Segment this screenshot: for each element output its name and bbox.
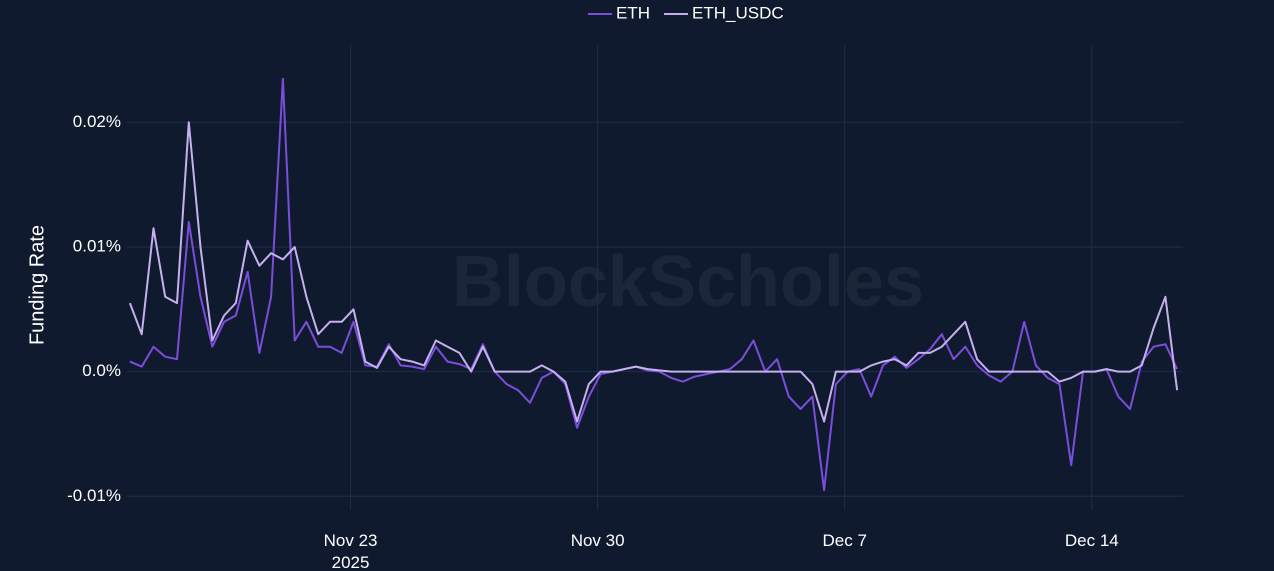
y-tick-label: 0.0% bbox=[82, 361, 121, 380]
grid bbox=[127, 45, 1183, 510]
x-tick-label: Dec 14 bbox=[1065, 531, 1119, 550]
x-tick-label: Nov 23 bbox=[324, 531, 378, 550]
legend-label: ETH bbox=[616, 3, 650, 22]
y-tick-label: 0.01% bbox=[73, 236, 121, 255]
x-tick-sublabel: 2025 bbox=[332, 553, 370, 571]
legend: ETH ETH_USDC bbox=[588, 3, 784, 22]
y-tick-label: -0.01% bbox=[67, 486, 121, 505]
legend-label: ETH_USDC bbox=[692, 3, 784, 22]
line-series bbox=[129, 77, 1179, 492]
y-axis-label: Funding Rate bbox=[26, 225, 48, 345]
x-tick-label: Nov 30 bbox=[571, 531, 625, 550]
watermark: BlockScholes bbox=[452, 242, 924, 322]
y-tick-label: 0.02% bbox=[73, 112, 121, 131]
line-series bbox=[128, 121, 1179, 423]
x-tick-label: Dec 7 bbox=[823, 531, 867, 550]
